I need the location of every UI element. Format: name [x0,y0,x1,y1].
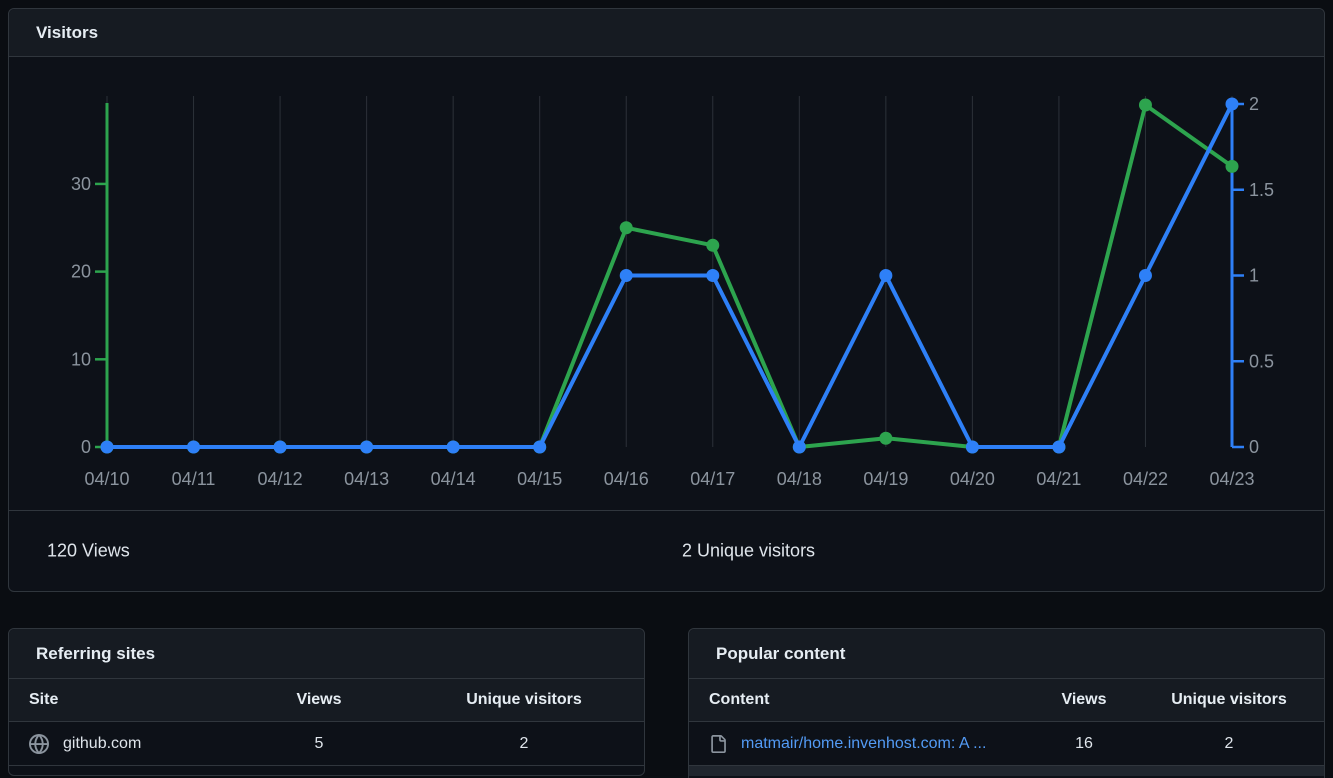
chart-point[interactable] [1052,440,1066,454]
chart-point[interactable] [100,440,114,454]
referring-sites-table-header: Site Views Unique visitors [9,679,644,722]
popular-content-title: Popular content [716,643,846,663]
right-axis-tick-label: 1 [1249,266,1259,286]
chart-point[interactable] [1138,269,1152,282]
chart-point[interactable] [619,221,633,235]
x-axis-label: 04/21 [1036,469,1081,489]
chart-point[interactable] [706,269,720,282]
visitors-panel-header: Visitors [9,9,1324,57]
column-site: Site [29,691,59,708]
file-icon [709,734,727,753]
popular-content-table-header: Content Views Unique visitors [689,679,1324,722]
table-row: github.com 5 2 [9,722,644,766]
popular-content-header: Popular content [689,629,1324,679]
partial-next-row [689,766,1324,776]
x-axis-label: 04/10 [84,469,129,489]
x-axis-label: 04/15 [517,469,562,489]
chart-summary-row: 120 Views 2 Unique visitors [9,510,1324,590]
left-axis-tick-label: 10 [71,349,91,369]
globe-icon [29,733,49,754]
chart-point[interactable] [965,440,979,454]
site-unique-value: 2 [519,734,529,752]
referring-sites-title: Referring sites [36,643,156,663]
panel-footer [9,766,644,773]
x-axis-label: 04/12 [258,469,303,489]
column-views: Views [296,691,342,708]
content-views-value: 16 [1075,734,1093,752]
x-axis-label: 04/19 [863,469,908,489]
series-line [105,102,1234,449]
chart-point[interactable] [1138,98,1152,112]
right-axis-tick-label: 1.5 [1249,180,1274,200]
right-axis-tick-label: 0 [1249,437,1259,457]
right-axis-tick-label: 2 [1249,94,1259,114]
x-axis-label: 04/22 [1123,469,1168,489]
visitors-line-chart: 0 10 20 30 0 0.5 1 1.5 2 04/10 04/11 04/12 04/13 04/1… [71,94,1274,489]
x-axis-label: 04/23 [1209,469,1254,489]
chart-point[interactable] [706,238,720,252]
referring-sites-header: Referring sites [9,629,644,679]
x-axis-label: 04/16 [604,469,649,489]
popular-content-panel: Popular content Content Views Unique vis… [688,628,1325,778]
x-axis-label: 04/13 [344,469,389,489]
content-unique-value: 2 [1224,734,1234,752]
site-views-value: 5 [314,734,324,752]
chart-point[interactable] [187,440,201,454]
chart-point[interactable] [879,431,893,445]
site-name: github.com [63,734,142,752]
referring-sites-panel: Referring sites Site Views Unique visito… [8,628,645,776]
table-row: matmair/home.invenhost.com: A ... 16 2 [689,722,1324,766]
column-content: Content [709,691,770,708]
chart-point[interactable] [446,440,460,454]
chart-point[interactable] [879,269,893,282]
visitors-chart: 0 10 20 30 0 0.5 1 1.5 2 04/10 04/11 04/12 04/13 04/1… [9,57,1324,510]
chart-point[interactable] [1225,97,1239,111]
content-link[interactable]: matmair/home.invenhost.com: A ... [741,734,987,752]
left-axis-tick-label: 30 [71,174,91,194]
x-axis-label: 04/18 [777,469,822,489]
chart-point[interactable] [273,440,287,454]
x-axis-label: 04/11 [172,469,216,489]
total-unique-visitors-label: 2 Unique visitors [682,540,816,560]
column-unique-visitors: Unique visitors [466,691,582,708]
left-axis-tick-label: 0 [81,437,91,457]
chart-point[interactable] [360,440,374,454]
chart-point[interactable] [533,440,547,454]
chart-point[interactable] [1225,159,1239,173]
chart-point[interactable] [619,269,633,282]
x-axis-label: 04/14 [431,469,476,489]
left-axis-tick-label: 20 [71,262,91,282]
x-axis-label: 04/20 [950,469,995,489]
column-unique-visitors: Unique visitors [1171,691,1287,708]
x-axis-label: 04/17 [690,469,735,489]
column-views: Views [1061,691,1107,708]
chart-point[interactable] [792,440,806,454]
visitors-panel: Visitors 0 10 20 30 0 0.5 1 1.5 2 04/10 04/11 04/12… [8,8,1325,592]
visitors-title: Visitors [36,22,99,42]
right-axis-tick-label: 0.5 [1249,351,1274,371]
total-views-label: 120 Views [47,540,130,560]
